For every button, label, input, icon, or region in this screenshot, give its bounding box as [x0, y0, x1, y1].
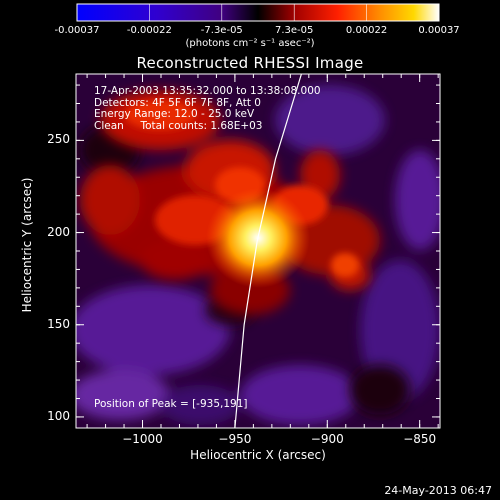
peak-position-label: Position of Peak = [-935,191]	[94, 398, 248, 410]
y-tick-label: 150	[47, 316, 70, 331]
solar-limb-line	[234, 74, 302, 428]
annotation-line: Detectors: 4F 5F 6F 7F 8F, Att 0	[94, 96, 261, 109]
y-tick-label: 250	[47, 132, 70, 147]
colorbar-tick-label: 0.00022	[345, 25, 388, 36]
annotation-line: Energy Range: 12.0 - 25.0 keV	[94, 108, 255, 121]
colorbar-tick-label: 0.00037	[418, 25, 460, 36]
x-tick-label: −850	[403, 432, 437, 446]
y-tick-label: 100	[47, 408, 70, 423]
timestamp-footer: 24-May-2013 06:47	[384, 484, 492, 497]
annotation-line: Clean Total counts: 1.68E+03	[94, 119, 263, 132]
colorbar-units-label: (photons cm⁻² s⁻¹ asec⁻²)	[185, 38, 315, 49]
annotation-line: 17-Apr-2003 13:35:32.000 to 13:38:08.000	[94, 85, 321, 97]
chart-title: Reconstructed RHESSI Image	[136, 54, 364, 72]
x-tick-label: −900	[310, 432, 344, 446]
heatmap-image	[76, 74, 440, 428]
y-axis-label: Heliocentric Y (arcsec)	[20, 177, 34, 313]
colorbar-tick-label: -0.00022	[126, 25, 172, 36]
x-axis-label: Heliocentric X (arcsec)	[190, 448, 326, 462]
x-tick-label: −950	[218, 432, 252, 446]
colorbar-tick-label: -0.00037	[54, 25, 100, 36]
colorbar-tick-label: 7.3e-05	[274, 25, 314, 36]
colorbar-tick-label: -7.3e-05	[200, 25, 243, 36]
x-tick-label: −1000	[122, 432, 163, 446]
y-tick-label: 200	[47, 224, 70, 239]
